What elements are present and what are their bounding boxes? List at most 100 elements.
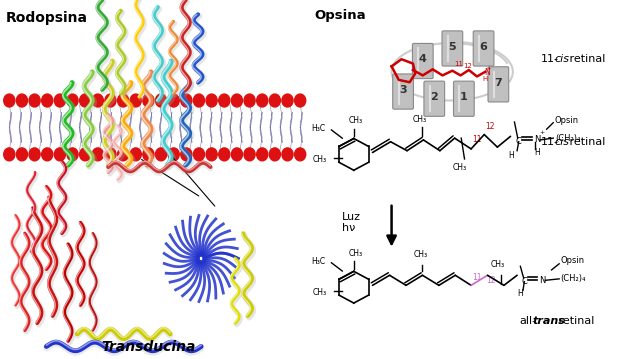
Circle shape bbox=[156, 148, 167, 161]
Text: 1: 1 bbox=[460, 92, 468, 102]
Text: CH₃: CH₃ bbox=[452, 163, 466, 172]
Text: retinal: retinal bbox=[567, 137, 605, 147]
Circle shape bbox=[17, 94, 27, 107]
Circle shape bbox=[54, 94, 66, 107]
Circle shape bbox=[143, 148, 154, 161]
Text: cis: cis bbox=[554, 137, 569, 147]
Text: 4: 4 bbox=[419, 54, 427, 64]
Circle shape bbox=[219, 148, 230, 161]
Circle shape bbox=[54, 148, 66, 161]
FancyBboxPatch shape bbox=[442, 31, 463, 66]
Circle shape bbox=[29, 148, 40, 161]
Circle shape bbox=[181, 148, 192, 161]
Circle shape bbox=[105, 148, 116, 161]
Text: 11: 11 bbox=[455, 61, 464, 67]
Circle shape bbox=[206, 94, 217, 107]
Circle shape bbox=[282, 148, 293, 161]
Circle shape bbox=[67, 94, 78, 107]
FancyBboxPatch shape bbox=[473, 31, 494, 66]
Circle shape bbox=[4, 94, 15, 107]
Circle shape bbox=[80, 94, 91, 107]
Circle shape bbox=[156, 94, 167, 107]
Circle shape bbox=[117, 94, 129, 107]
Text: Opsin: Opsin bbox=[555, 116, 579, 125]
FancyBboxPatch shape bbox=[454, 81, 474, 116]
Text: N: N bbox=[484, 69, 490, 78]
Text: all-: all- bbox=[520, 316, 537, 326]
Circle shape bbox=[206, 148, 217, 161]
Text: CH₃: CH₃ bbox=[348, 116, 362, 125]
Text: 6: 6 bbox=[480, 42, 487, 52]
Text: 11-: 11- bbox=[541, 54, 559, 64]
Circle shape bbox=[168, 94, 179, 107]
Text: (CH₂)₄: (CH₂)₄ bbox=[555, 134, 581, 143]
Circle shape bbox=[41, 148, 53, 161]
Text: Opsina: Opsina bbox=[315, 9, 366, 22]
Circle shape bbox=[256, 148, 268, 161]
Text: CH₃: CH₃ bbox=[313, 288, 327, 297]
Circle shape bbox=[219, 94, 230, 107]
Text: C: C bbox=[521, 277, 527, 286]
FancyBboxPatch shape bbox=[424, 81, 445, 116]
Circle shape bbox=[130, 94, 141, 107]
Text: 11-: 11- bbox=[541, 137, 559, 147]
Text: 5: 5 bbox=[449, 42, 456, 52]
Text: CH₃: CH₃ bbox=[414, 250, 428, 259]
Text: Transducina: Transducina bbox=[101, 340, 196, 354]
Text: H: H bbox=[534, 148, 540, 157]
Circle shape bbox=[17, 148, 27, 161]
Circle shape bbox=[295, 94, 306, 107]
Circle shape bbox=[130, 148, 141, 161]
Circle shape bbox=[193, 148, 205, 161]
Text: retinal: retinal bbox=[567, 54, 605, 64]
Text: 12: 12 bbox=[485, 122, 494, 131]
Text: +: + bbox=[539, 130, 545, 135]
FancyBboxPatch shape bbox=[393, 74, 413, 109]
Circle shape bbox=[295, 148, 306, 161]
Circle shape bbox=[244, 94, 255, 107]
Text: Opsin: Opsin bbox=[560, 256, 584, 265]
Text: H: H bbox=[517, 289, 523, 298]
Text: +: + bbox=[487, 66, 492, 71]
Text: H: H bbox=[482, 76, 487, 83]
Text: 12: 12 bbox=[463, 63, 472, 69]
FancyBboxPatch shape bbox=[488, 67, 508, 102]
Circle shape bbox=[168, 148, 179, 161]
Circle shape bbox=[93, 148, 103, 161]
Circle shape bbox=[80, 148, 91, 161]
Circle shape bbox=[93, 94, 103, 107]
Text: 7: 7 bbox=[494, 78, 502, 88]
Text: CH₃: CH₃ bbox=[313, 155, 327, 164]
Text: CH₃: CH₃ bbox=[348, 249, 362, 258]
Circle shape bbox=[244, 148, 255, 161]
Text: N: N bbox=[534, 135, 540, 144]
Circle shape bbox=[67, 148, 78, 161]
Text: N: N bbox=[539, 276, 545, 285]
Text: C: C bbox=[516, 137, 522, 146]
Circle shape bbox=[181, 94, 192, 107]
Circle shape bbox=[29, 94, 40, 107]
Circle shape bbox=[143, 94, 154, 107]
Circle shape bbox=[282, 94, 293, 107]
Text: (CH₂)₄: (CH₂)₄ bbox=[560, 274, 586, 283]
Text: H: H bbox=[508, 150, 514, 159]
Circle shape bbox=[269, 148, 281, 161]
Text: 11: 11 bbox=[471, 135, 481, 144]
Circle shape bbox=[4, 148, 15, 161]
Text: Rodopsina: Rodopsina bbox=[6, 11, 88, 25]
Text: 12: 12 bbox=[486, 276, 495, 285]
Text: Luz
hν: Luz hν bbox=[343, 212, 361, 233]
Text: CH₃: CH₃ bbox=[491, 260, 505, 269]
Text: trans: trans bbox=[533, 316, 566, 326]
Circle shape bbox=[117, 148, 129, 161]
Text: CH₃: CH₃ bbox=[413, 115, 427, 124]
Text: 2: 2 bbox=[431, 92, 438, 102]
Text: retinal: retinal bbox=[555, 316, 595, 326]
Circle shape bbox=[269, 94, 281, 107]
Circle shape bbox=[232, 148, 242, 161]
Text: H₃C: H₃C bbox=[312, 257, 326, 266]
Circle shape bbox=[105, 94, 116, 107]
Circle shape bbox=[193, 94, 205, 107]
Text: H₃C: H₃C bbox=[312, 124, 326, 133]
Text: 11: 11 bbox=[471, 273, 481, 282]
